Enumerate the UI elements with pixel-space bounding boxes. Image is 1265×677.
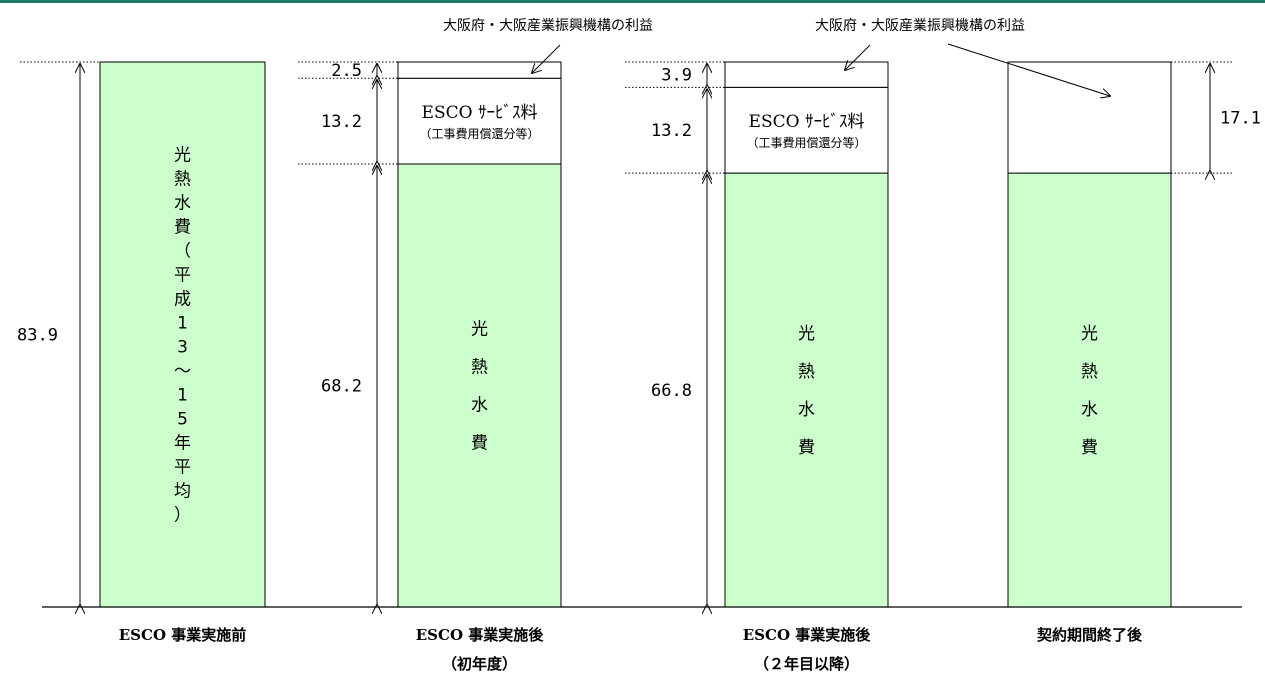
bar-segment-profit [1007,61,1172,174]
bar-label-char: 水 [1081,400,1098,420]
bar-label-char: 1 [177,314,188,334]
bar-label-char: 水 [174,194,191,214]
bar-label-char: 費 [798,438,815,458]
bar-label-char: 成 [174,290,191,310]
bar-label-char: 費 [471,433,488,453]
segment-value-label: 17.1 [1220,109,1261,129]
bar-label-char: 水 [798,400,815,420]
bar-label-char: 光 [1081,324,1098,344]
annotation-arrow [532,44,561,73]
bar-segment-profit [724,61,889,88]
bar-label-char: 平 [174,266,191,286]
bar-segment-utility [99,61,266,608]
segment-value-label: 66.8 [651,381,692,401]
segment-value-label: 3.9 [661,66,692,86]
category-label: 契約期間終了後 [1036,626,1143,644]
segment-value-label: 83.9 [17,326,58,346]
bar-label-char: 平 [174,458,191,478]
segment-value-label: 13.2 [651,121,692,141]
bar-segment-utility [724,172,889,608]
bar-label-char: 光 [798,324,815,344]
bar-label-char: 熱 [798,362,815,382]
segment-value-label: 2.5 [331,61,362,81]
category-label: ESCO 事業実施前 [119,626,247,644]
service-fee-sublabel: （工事費用償還分等） [746,135,866,150]
bar-label-char: 光 [174,146,191,166]
bar-label-char: 費 [1081,438,1098,458]
top-accent-bar [0,0,1265,3]
bar-label-char: 3 [177,338,188,358]
service-fee-label: ESCO ｻｰﾋﾞｽ料 [422,103,538,123]
annotation-label: 大阪府・大阪産業振興機構の利益 [815,18,1025,34]
service-fee-label: ESCO ｻｰﾋﾞｽ料 [749,112,865,132]
category-label: ESCO 事業実施後 [743,626,871,644]
segment-value-label: 13.2 [321,112,362,132]
annotation-arrow [845,44,871,70]
bar-label-char: 5 [177,410,188,430]
bar-label-char: 熱 [1081,362,1098,382]
service-fee-sublabel: （工事費用償還分等） [419,126,539,141]
bar-segment-utility [397,163,562,608]
bar-label-char: 年 [174,434,191,454]
bar-label-char: 熱 [174,170,191,190]
bar-label-char: 費 [174,218,191,238]
category-label: （初年度） [442,655,517,673]
bar-segment-profit [397,61,562,79]
category-label: （２年目以降） [754,655,859,673]
bar-label-char: 光 [471,319,488,339]
bar-label-char: 1 [177,386,188,406]
bar-label-char: ） [174,506,191,526]
bar-label-char: （ [174,242,191,262]
bar-segment-utility [1007,172,1172,608]
bar-label-char: 熱 [471,357,488,377]
bar-segment-service [724,86,889,174]
category-label: ESCO 事業実施後 [416,626,544,644]
bar-label-char: 水 [471,395,488,415]
segment-value-label: 68.2 [321,376,362,396]
annotation-arrow [947,43,1110,96]
bar-label-char: ～ [174,362,191,382]
bar-label-char: 均 [174,482,191,502]
annotation-label: 大阪府・大阪産業振興機構の利益 [443,18,653,34]
bar-segment-service [397,77,562,165]
